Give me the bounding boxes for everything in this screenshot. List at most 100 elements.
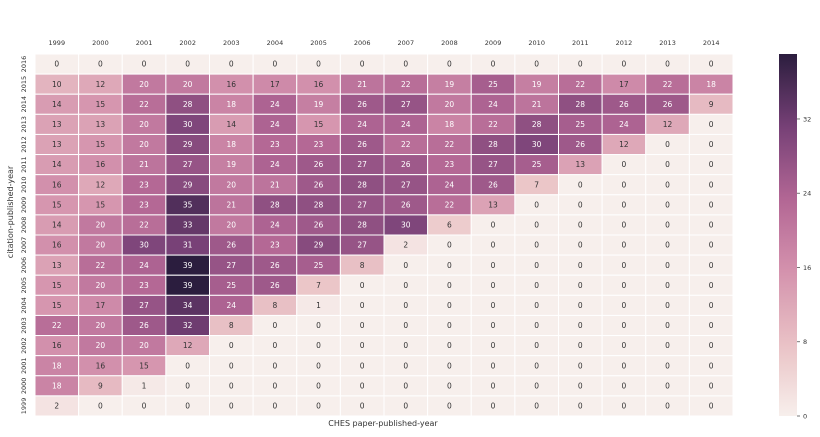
cell-value: 26	[357, 140, 367, 149]
cell-value: 24	[270, 221, 280, 230]
cell-value: 0	[491, 361, 496, 370]
cell-value: 20	[139, 140, 149, 149]
cell-value: 23	[314, 140, 324, 149]
y-tick-label: 2007	[20, 237, 28, 254]
cell-value: 18	[52, 381, 62, 390]
cell-value: 20	[227, 180, 237, 189]
cell-value: 0	[447, 301, 452, 310]
cell-value: 28	[357, 221, 367, 230]
cell-value: 0	[403, 281, 408, 290]
cell-value: 0	[403, 261, 408, 270]
cell-value: 8	[229, 321, 234, 330]
cell-value: 0	[273, 361, 278, 370]
cell-value: 0	[316, 341, 321, 350]
y-tick-label: 2009	[20, 197, 28, 214]
cell-value: 25	[576, 120, 586, 129]
cell-value: 0	[578, 200, 583, 209]
cell-value: 16	[96, 160, 106, 169]
cell-value: 6	[447, 221, 452, 230]
cell-value: 0	[622, 321, 627, 330]
cell-value: 15	[139, 361, 149, 370]
cell-value: 0	[316, 321, 321, 330]
cell-value: 0	[491, 281, 496, 290]
cell-value: 24	[139, 261, 149, 270]
cell-value: 30	[532, 140, 542, 149]
cell-value: 13	[52, 140, 62, 149]
y-tick-label: 2016	[20, 56, 28, 73]
cell-value: 27	[488, 160, 498, 169]
cell-value: 27	[357, 200, 367, 209]
cell-value: 0	[142, 402, 147, 411]
cell-value: 0	[360, 60, 365, 69]
cell-value: 30	[183, 120, 193, 129]
cell-value: 0	[622, 381, 627, 390]
y-tick-label: 2013	[20, 116, 28, 133]
cell-value: 21	[270, 180, 280, 189]
x-tick-label: 2002	[179, 39, 196, 47]
y-tick-label: 2004	[20, 297, 28, 314]
cell-value: 0	[491, 261, 496, 270]
colorbar-tick-label: 0	[803, 413, 807, 421]
cell-value: 29	[183, 140, 193, 149]
cell-value: 22	[445, 140, 455, 149]
cell-value: 29	[314, 241, 324, 250]
cell-value: 28	[532, 120, 542, 129]
cell-value: 26	[357, 100, 367, 109]
cell-value: 0	[185, 361, 190, 370]
cell-value: 35	[183, 200, 193, 209]
cell-value: 24	[227, 301, 237, 310]
cell-value: 20	[139, 80, 149, 89]
colorbar-tick-label: 24	[803, 190, 811, 198]
cell-value: 26	[314, 160, 324, 169]
cell-value: 22	[96, 261, 106, 270]
cell-value: 0	[665, 60, 670, 69]
cell-value: 0	[622, 60, 627, 69]
cell-value: 13	[52, 120, 62, 129]
cell-value: 12	[619, 140, 629, 149]
cell-value: 0	[578, 301, 583, 310]
cell-value: 0	[709, 180, 714, 189]
cell-value: 10	[52, 80, 62, 89]
cell-value: 13	[96, 120, 106, 129]
cell-value: 19	[314, 100, 324, 109]
cell-value: 0	[403, 60, 408, 69]
cell-value: 0	[665, 200, 670, 209]
cell-value: 0	[447, 341, 452, 350]
cell-value: 0	[578, 180, 583, 189]
cell-value: 15	[52, 200, 62, 209]
cell-value: 22	[139, 100, 149, 109]
cell-value: 26	[270, 281, 280, 290]
cell-value: 27	[401, 100, 411, 109]
cell-value: 0	[709, 140, 714, 149]
cell-value: 0	[578, 402, 583, 411]
cell-value: 18	[227, 100, 237, 109]
cell-value: 0	[185, 60, 190, 69]
cell-value: 0	[98, 60, 103, 69]
x-tick-label: 2013	[659, 39, 676, 47]
cell-value: 0	[534, 341, 539, 350]
cell-value: 0	[665, 281, 670, 290]
cell-value: 0	[491, 321, 496, 330]
cell-value: 0	[534, 381, 539, 390]
cell-value: 0	[622, 301, 627, 310]
cell-value: 24	[270, 160, 280, 169]
heatmap-cell	[688, 395, 734, 417]
cell-value: 0	[491, 60, 496, 69]
x-tick-label: 2010	[528, 39, 545, 47]
cell-value: 25	[532, 160, 542, 169]
cell-value: 0	[578, 261, 583, 270]
cell-value: 0	[316, 402, 321, 411]
cell-value: 0	[622, 402, 627, 411]
cell-value: 0	[403, 402, 408, 411]
cell-value: 15	[314, 120, 324, 129]
cell-value: 23	[445, 160, 455, 169]
cell-value: 0	[273, 341, 278, 350]
cell-value: 22	[401, 80, 411, 89]
cell-value: 15	[52, 301, 62, 310]
cell-value: 0	[709, 241, 714, 250]
cell-value: 12	[183, 341, 193, 350]
cell-value: 18	[52, 361, 62, 370]
cell-value: 16	[227, 80, 237, 89]
cell-value: 27	[357, 241, 367, 250]
cell-value: 0	[185, 381, 190, 390]
